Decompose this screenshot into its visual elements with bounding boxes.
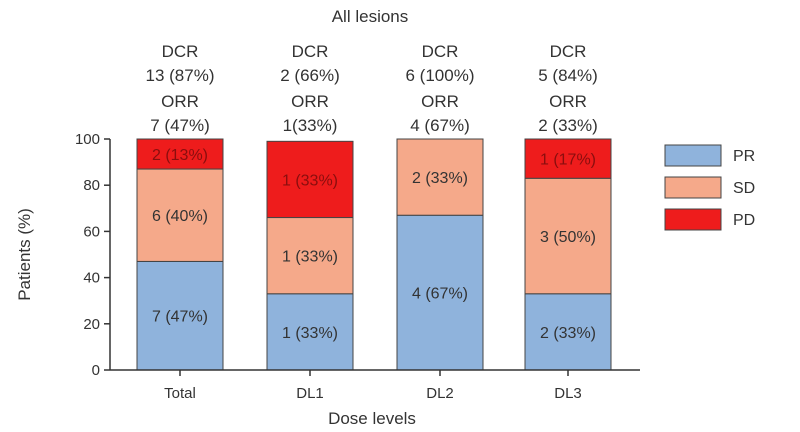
- bar-label: 1 (33%): [282, 172, 338, 189]
- bar-label: 2 (13%): [152, 147, 208, 164]
- dcr-label: DCR: [292, 42, 329, 61]
- orr-label: ORR: [421, 92, 459, 111]
- bar-label: 2 (33%): [412, 170, 468, 187]
- y-tick-label: 60: [83, 223, 100, 240]
- dcr-value: 13 (87%): [146, 66, 215, 85]
- y-tick-label: 0: [92, 362, 100, 379]
- bar-label: 6 (40%): [152, 208, 208, 225]
- orr-label: ORR: [161, 92, 199, 111]
- legend-label-pr: PR: [733, 148, 755, 165]
- dcr-label: DCR: [162, 42, 199, 61]
- legend-label-sd: SD: [733, 180, 755, 197]
- legend-label-pd: PD: [733, 212, 755, 229]
- x-tick-label: DL3: [554, 385, 582, 402]
- bar-segment-pd: [524, 138, 612, 179]
- orr-value: 4 (67%): [410, 116, 470, 135]
- y-tick-label: 80: [83, 177, 100, 194]
- x-tick-label: DL1: [296, 385, 324, 402]
- bar-label: 2 (33%): [540, 325, 596, 342]
- x-tick-label: Total: [164, 385, 196, 402]
- y-axis-title: Patients (%): [15, 208, 34, 301]
- bar-segment-pd: [136, 138, 224, 170]
- bar-label: 1 (33%): [282, 325, 338, 342]
- bar-segment-pd: [266, 140, 354, 219]
- bar-label: 7 (47%): [152, 309, 208, 326]
- dcr-label: DCR: [422, 42, 459, 61]
- axes: 0 20 40 60 80 100 Total DL1 DL2 DL3 Dose levels Pat…: [15, 131, 640, 428]
- x-tick-label: DL2: [426, 385, 454, 402]
- y-tick-label: 100: [75, 131, 100, 148]
- bar-segment-sd: [136, 168, 224, 262]
- bar-segment-sd: [524, 177, 612, 295]
- bar-segment-sd: [396, 138, 484, 216]
- bar-label: 4 (67%): [412, 286, 468, 303]
- legend-swatch-pr: [664, 144, 722, 167]
- x-axis-title: Dose levels: [328, 409, 416, 428]
- legend-swatch-pd: [664, 208, 722, 231]
- legend: PR SD PD: [664, 144, 755, 231]
- bar-segment-pr: [136, 260, 224, 371]
- y-tick-label: 40: [83, 270, 100, 287]
- bar-segment-sd: [266, 217, 354, 295]
- bar-segment-pr: [266, 293, 354, 371]
- bar-label: 3 (50%): [540, 229, 596, 246]
- y-tick-label: 20: [83, 316, 100, 333]
- orr-label: ORR: [291, 92, 329, 111]
- legend-swatch-sd: [664, 176, 722, 199]
- bar-label: 1 (33%): [282, 249, 338, 266]
- bar-label: 1 (17%): [540, 152, 596, 169]
- dcr-label: DCR: [550, 42, 587, 61]
- bars: 7 (47%) 6 (40%) 2 (13%) 1 (33%) 1 (33%) 1 (33…: [136, 138, 612, 371]
- annotations: DCR 13 (87%) ORR 7 (47%) DCR 2 (66%) ORR 1(33%)…: [146, 42, 598, 135]
- orr-value: 7 (47%): [150, 116, 210, 135]
- dcr-value: 6 (100%): [406, 66, 475, 85]
- orr-value: 2 (33%): [538, 116, 598, 135]
- dcr-value: 5 (84%): [538, 66, 598, 85]
- chart-title: All lesions: [332, 7, 409, 26]
- orr-value: 1(33%): [283, 116, 338, 135]
- orr-label: ORR: [549, 92, 587, 111]
- dcr-value: 2 (66%): [280, 66, 340, 85]
